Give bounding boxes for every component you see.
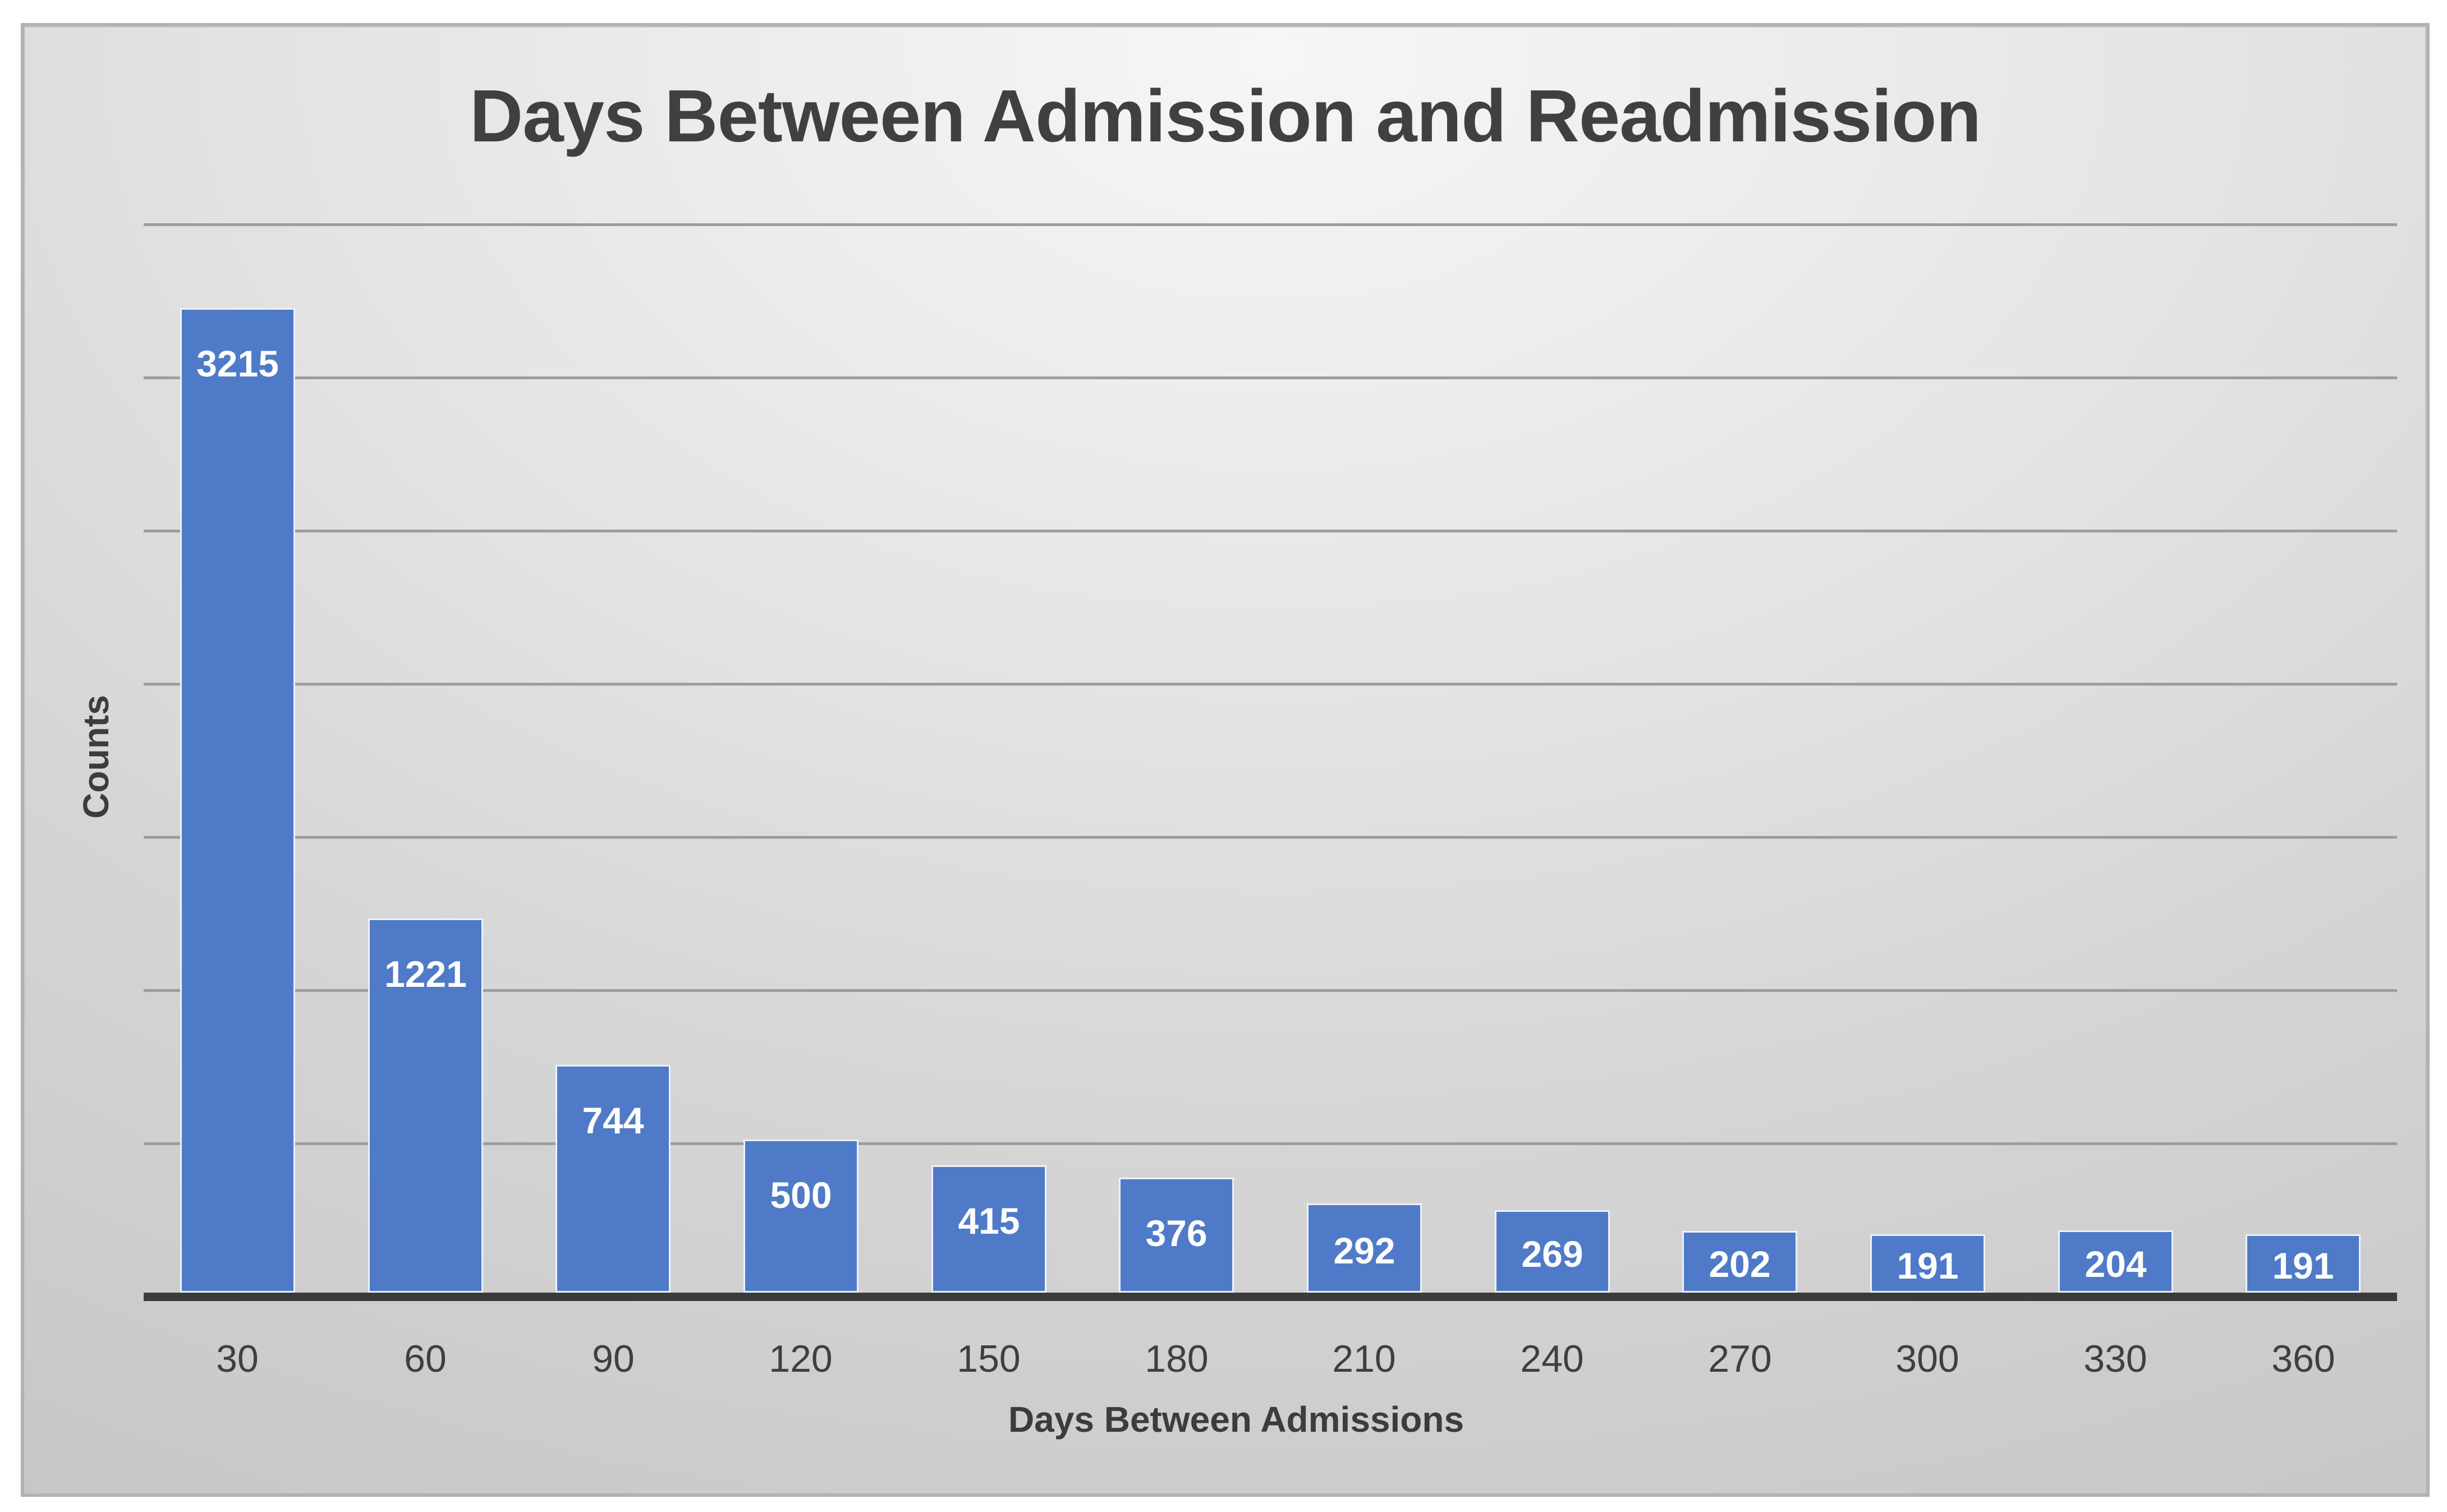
bar-360: 191 (2246, 1234, 2361, 1293)
bar-270: 202 (1682, 1231, 1797, 1293)
bar-value-label: 202 (1709, 1243, 1771, 1285)
bar-value-label: 500 (770, 1174, 832, 1216)
gridline-1000 (144, 989, 2397, 992)
x-tick-300: 300 (1895, 1338, 1959, 1380)
x-axis-line (144, 1293, 2397, 1301)
x-tick-30: 30 (216, 1338, 259, 1380)
x-tick-120: 120 (769, 1338, 833, 1380)
x-tick-240: 240 (1520, 1338, 1584, 1380)
bar-60: 1221 (368, 918, 483, 1293)
bar-240: 269 (1495, 1210, 1610, 1293)
bar-value-label: 3215 (196, 343, 279, 384)
gridline-2000 (144, 683, 2397, 686)
bar-value-label: 191 (1897, 1245, 1959, 1286)
bar-150: 415 (931, 1165, 1046, 1293)
x-tick-90: 90 (592, 1338, 635, 1380)
gridline-500 (144, 1142, 2397, 1145)
x-axis-title: Days Between Admissions (1008, 1399, 1464, 1440)
bar-value-label: 191 (2272, 1245, 2334, 1286)
bar-value-label: 744 (582, 1100, 644, 1141)
bar-value-label: 204 (2085, 1243, 2147, 1285)
gridline-1500 (144, 836, 2397, 839)
x-tick-210: 210 (1332, 1338, 1396, 1380)
x-tick-330: 330 (2083, 1338, 2147, 1380)
bar-90: 744 (555, 1065, 671, 1293)
bar-300: 191 (1870, 1234, 1985, 1293)
bar-value-label: 1221 (384, 953, 467, 995)
bar-value-label: 376 (1145, 1212, 1208, 1254)
x-tick-180: 180 (1145, 1338, 1209, 1380)
bar-120: 500 (743, 1139, 858, 1293)
x-tick-360: 360 (2271, 1338, 2335, 1380)
slide-panel: Days Between Admission and Readmission C… (21, 23, 2430, 1497)
chart-title: Days Between Admission and Readmission (469, 75, 1981, 157)
bar-value-label: 415 (958, 1200, 1020, 1242)
gridline-3000 (144, 376, 2397, 379)
x-tick-270: 270 (1708, 1338, 1772, 1380)
gridline-2500 (144, 530, 2397, 532)
plot-area: 3215 30 1221 60 744 90 500 120 415 150 376 180 292 21… (24, 26, 2426, 1493)
bar-330: 204 (2058, 1230, 2173, 1293)
bar-210: 292 (1307, 1203, 1422, 1293)
bar-180: 376 (1119, 1178, 1234, 1293)
bar-value-label: 292 (1333, 1230, 1395, 1271)
gridline-3500 (144, 223, 2397, 226)
x-tick-60: 60 (404, 1338, 447, 1380)
bar-30: 3215 (180, 308, 295, 1293)
x-tick-150: 150 (957, 1338, 1021, 1380)
bar-value-label: 269 (1521, 1233, 1583, 1275)
